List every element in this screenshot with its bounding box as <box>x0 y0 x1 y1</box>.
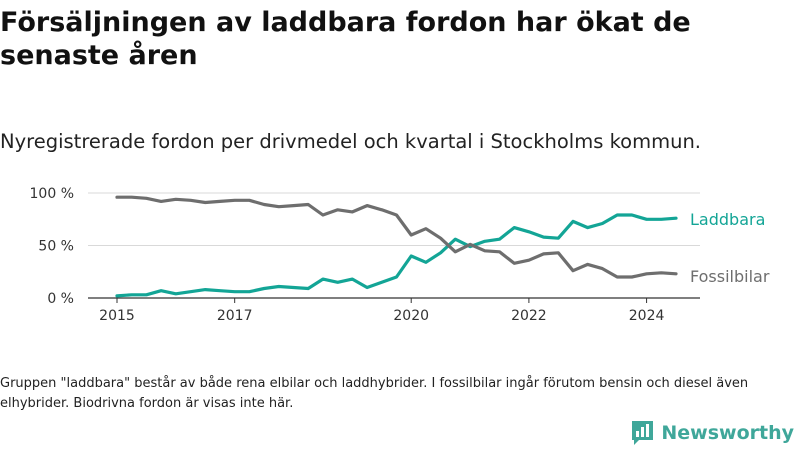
x-tick-label: 2022 <box>511 308 547 324</box>
x-tick-label: 2024 <box>629 308 665 324</box>
y-tick-label: 50 % <box>38 239 74 255</box>
chart-title: Försäljningen av laddbara fordon har öka… <box>0 7 691 71</box>
footnote: Gruppen "laddbara" består av både rena e… <box>0 376 749 411</box>
y-axis-ticks: 0 % 50 % 100 % <box>30 186 74 307</box>
x-tick-label: 2015 <box>99 308 135 324</box>
series-label-laddbara: Laddbara <box>690 210 765 229</box>
brand-logo[interactable]: Newsworthy <box>630 419 794 446</box>
series-line-laddbara <box>115 213 678 298</box>
brand-name: Newsworthy <box>661 421 794 444</box>
series-label-fossilbilar: Fossilbilar <box>690 267 770 286</box>
x-tick-label: 2020 <box>393 308 429 324</box>
gridlines <box>88 192 700 246</box>
x-axis: 2015 2017 2020 2022 2024 <box>88 297 700 324</box>
y-tick-label: 100 % <box>30 186 74 202</box>
series-lines <box>115 195 678 298</box>
line-chart: 0 % 50 % 100 % 2015 2017 2020 2022 2024 Laddba… <box>30 186 770 324</box>
bar-chart-logo-icon <box>632 421 654 445</box>
x-tick-label: 2017 <box>217 308 253 324</box>
chart-subtitle: Nyregistrerade fordon per drivmedel och … <box>0 130 702 153</box>
series-line-fossilbilar <box>115 195 678 279</box>
series-labels: Laddbara Fossilbilar <box>690 210 770 286</box>
y-tick-label: 0 % <box>47 291 74 307</box>
